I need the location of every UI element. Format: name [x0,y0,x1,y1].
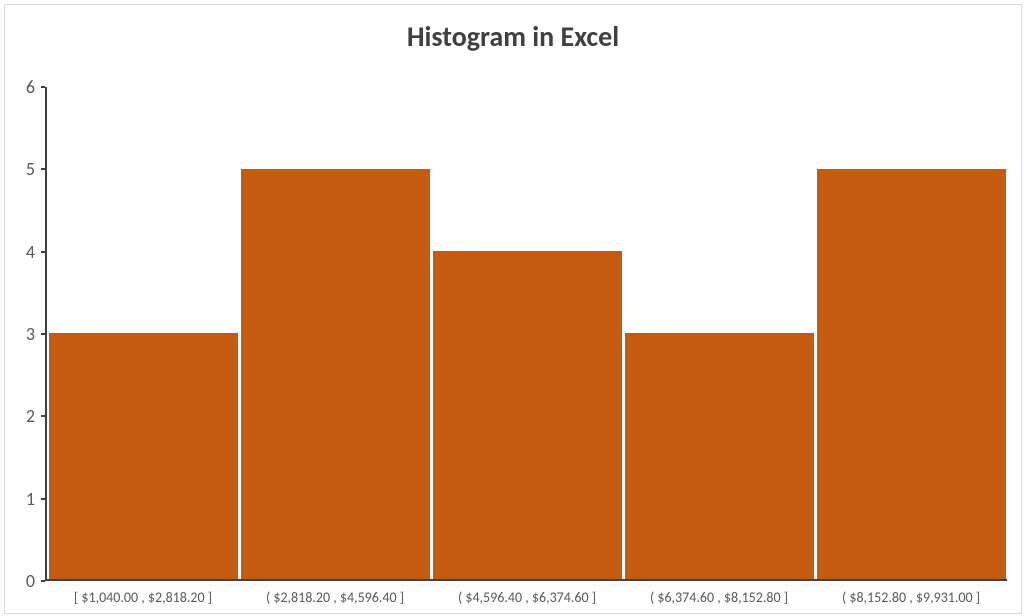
histogram-bar [625,333,814,579]
x-tick-label: ( $8,152.80 , $9,931.00 ] [815,581,1007,606]
chart-frame: Histogram in Excel 0123456[ $1,040.00 , … [4,4,1022,614]
histogram-bar [433,251,622,579]
y-tick-mark [41,86,45,88]
y-axis-line [45,87,47,581]
y-tick-mark [41,251,45,253]
y-tick-mark [41,333,45,335]
histogram-bar [241,169,430,579]
x-tick-label: ( $4,596.40 , $6,374.60 ] [431,581,623,606]
x-tick-label: ( $6,374.60 , $8,152.80 ] [623,581,815,606]
x-tick-label: [ $1,040.00 , $2,818.20 ] [47,581,239,606]
plot-area: 0123456[ $1,040.00 , $2,818.20 ]( $2,818… [45,87,1007,581]
y-tick-mark [41,168,45,170]
chart-title: Histogram in Excel [5,19,1021,54]
x-tick-label: ( $2,818.20 , $4,596.40 ] [239,581,431,606]
histogram-bar [49,333,238,579]
y-tick-mark [41,498,45,500]
histogram-bar [817,169,1006,579]
y-tick-mark [41,580,45,582]
y-tick-mark [41,415,45,417]
